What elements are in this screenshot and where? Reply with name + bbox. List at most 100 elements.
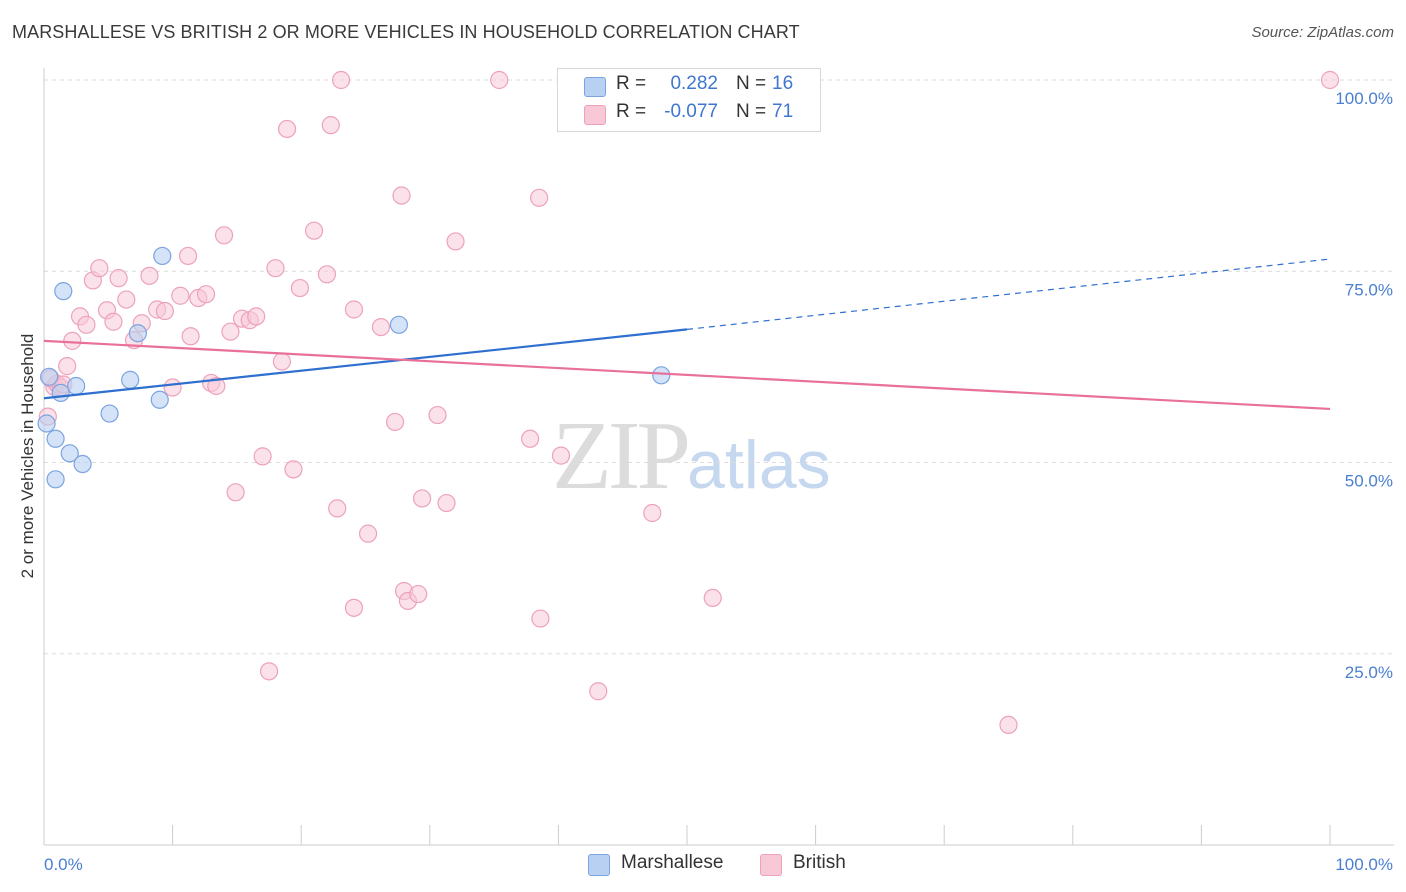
stats-legend: R = 0.282 N = 16 R = -0.077 N = 71 bbox=[557, 68, 821, 132]
british-point bbox=[259, 662, 279, 681]
chart-title: MARSHALLESE VS BRITISH 2 OR MORE VEHICLE… bbox=[12, 22, 800, 42]
british-point bbox=[385, 412, 405, 432]
legend-n-label: N = bbox=[736, 101, 767, 122]
british-point bbox=[392, 186, 411, 205]
x-tick-label-right: 100.0% bbox=[1335, 855, 1393, 874]
marshallese-point bbox=[73, 454, 92, 474]
british-point bbox=[290, 278, 310, 298]
british-point bbox=[409, 584, 428, 604]
british-trend-line bbox=[43, 339, 1331, 411]
british-point bbox=[589, 682, 608, 701]
british-point bbox=[531, 609, 550, 628]
legend-row-british: R = -0.077 N = 71 bbox=[558, 101, 820, 127]
x-tick-label-left: 0.0% bbox=[44, 855, 83, 874]
british-point bbox=[446, 232, 465, 251]
british-point bbox=[344, 598, 364, 617]
british-point bbox=[551, 446, 571, 465]
watermark-zip: ZIP bbox=[552, 402, 691, 510]
british-point bbox=[328, 499, 347, 518]
y-tick-label: 75.0% bbox=[1345, 280, 1393, 299]
british-point bbox=[163, 378, 182, 397]
marshallese-legend-label: Marshallese bbox=[621, 852, 724, 873]
marshallese-point bbox=[153, 246, 172, 266]
british-point bbox=[196, 285, 216, 304]
point-layer bbox=[37, 70, 1340, 734]
british-point bbox=[104, 312, 123, 331]
axis-layer bbox=[43, 68, 1394, 846]
legend-n-value: 71 bbox=[772, 101, 794, 122]
british-point bbox=[277, 119, 297, 139]
british-swatch bbox=[584, 105, 606, 125]
british-point bbox=[155, 301, 174, 321]
british-point bbox=[358, 524, 378, 543]
british-point bbox=[77, 315, 96, 334]
british-point bbox=[109, 269, 128, 288]
british-point bbox=[643, 503, 662, 523]
marshallese-point bbox=[121, 370, 140, 389]
british-point bbox=[214, 226, 234, 245]
british-point bbox=[412, 489, 432, 508]
y-tick-label: 25.0% bbox=[1345, 663, 1393, 682]
british-point bbox=[703, 588, 722, 608]
british-point bbox=[272, 352, 292, 371]
y-tick-label: 100.0% bbox=[1335, 89, 1393, 108]
watermark-atlas: atlas bbox=[687, 427, 831, 503]
british-point bbox=[490, 70, 509, 90]
marshallese-point bbox=[46, 470, 65, 489]
british-point bbox=[140, 266, 159, 285]
grid-layer bbox=[44, 79, 1394, 655]
legend-r-value: 0.282 bbox=[670, 73, 718, 94]
british-point bbox=[247, 307, 266, 326]
legend-r-value: -0.077 bbox=[664, 101, 718, 122]
legend-r-label: R = bbox=[616, 73, 647, 94]
british-point bbox=[221, 322, 240, 341]
marshallese-point bbox=[128, 324, 147, 343]
marshallese-point bbox=[67, 376, 86, 396]
marshallese-point bbox=[389, 315, 409, 334]
british-legend-label: British bbox=[793, 852, 846, 873]
marshallese-point bbox=[100, 404, 119, 423]
legend-n-label: N = bbox=[736, 73, 767, 94]
british-point bbox=[226, 483, 245, 502]
marshallese-swatch bbox=[584, 77, 606, 97]
british-point bbox=[117, 290, 136, 309]
y-tick-label: 50.0% bbox=[1345, 472, 1393, 491]
marshallese-point bbox=[60, 444, 79, 463]
marshallese-point bbox=[46, 429, 65, 448]
marshallese-point bbox=[150, 390, 169, 409]
british-point bbox=[437, 493, 456, 513]
marshallese-point bbox=[40, 367, 59, 386]
trend-layer bbox=[43, 258, 1331, 411]
legend-r-label: R = bbox=[616, 101, 647, 122]
british-point bbox=[371, 317, 391, 337]
british-point bbox=[428, 405, 447, 425]
british-point bbox=[331, 70, 351, 90]
british-point bbox=[317, 265, 337, 284]
label-layer: 100.0% 75.0% 50.0% 25.0% 0.0% 100.0% bbox=[44, 89, 1393, 874]
marshallese-legend-swatch bbox=[588, 854, 610, 876]
british-point bbox=[530, 188, 549, 207]
british-point bbox=[90, 259, 109, 278]
legend-n-value: 16 bbox=[772, 73, 794, 94]
marshallese-trend-line bbox=[43, 328, 688, 400]
marshallese-trend-extension bbox=[686, 258, 1331, 330]
marshallese-point bbox=[652, 366, 671, 385]
british-point bbox=[171, 286, 190, 305]
british-point bbox=[1320, 70, 1340, 90]
british-point bbox=[284, 460, 303, 479]
british-point bbox=[63, 331, 82, 350]
british-point bbox=[181, 327, 200, 346]
british-point bbox=[304, 221, 324, 240]
watermark: ZIPatlas bbox=[552, 398, 831, 512]
marshallese-point bbox=[37, 414, 56, 433]
british-legend-swatch bbox=[760, 854, 782, 876]
british-point bbox=[207, 376, 226, 396]
british-point bbox=[253, 447, 272, 466]
source-label: Source: ZipAtlas.com bbox=[1251, 24, 1394, 41]
marshallese-point bbox=[54, 282, 73, 301]
british-point bbox=[321, 116, 340, 135]
marshallese-point bbox=[51, 383, 70, 402]
british-point bbox=[58, 357, 77, 376]
british-point bbox=[178, 246, 198, 266]
